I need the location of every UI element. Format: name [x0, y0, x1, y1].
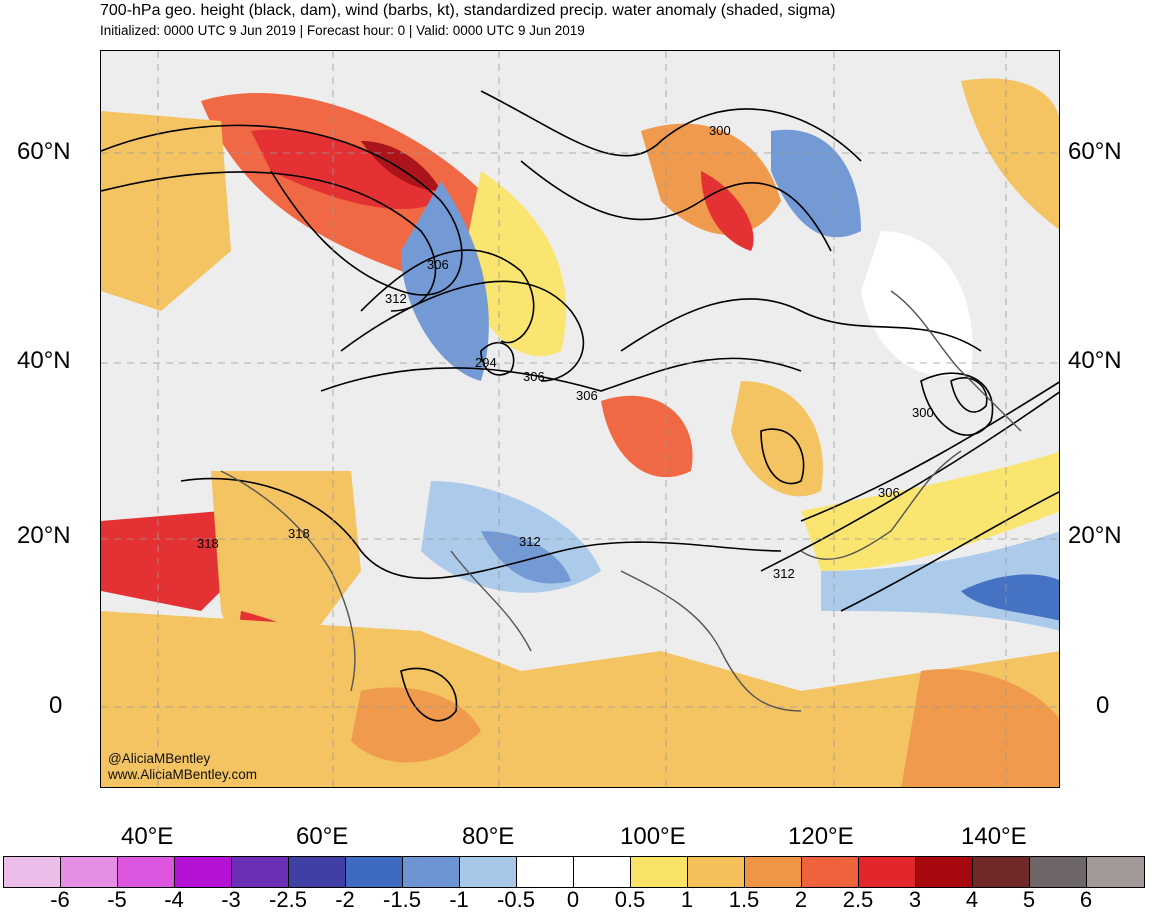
lat-label-60n-right: 60°N	[1068, 138, 1122, 165]
colorbar-label: 0.5	[614, 887, 646, 912]
contour-label: 300	[912, 405, 934, 420]
colorbar-label: 3	[908, 887, 922, 912]
colorbar-swatch	[916, 857, 973, 887]
colorbar-label: 6	[1079, 887, 1093, 912]
lat-label-eq-left: 0	[49, 692, 63, 719]
lat-label-eq-right: 0	[1096, 692, 1110, 719]
contour-label: 306	[878, 485, 900, 500]
colorbar-swatch	[4, 857, 61, 887]
lat-label-20n-right: 20°N	[1068, 522, 1122, 549]
colorbar-label: 0	[566, 887, 580, 912]
coastlines	[220, 290, 1022, 712]
contour-label: 306	[427, 257, 449, 272]
colorbar-label: 4	[965, 887, 979, 912]
colorbar-label: -2	[335, 887, 355, 912]
colorbar-label: -0.5	[497, 887, 535, 912]
contour-label: 318	[288, 526, 310, 541]
map-subtitle: Initialized: 0000 UTC 9 Jun 2019 | Forec…	[100, 23, 585, 38]
colorbar-swatch	[574, 857, 631, 887]
contour-label: 306	[576, 388, 598, 403]
anomaly-shading	[101, 51, 1059, 787]
colorbar-label: 2	[794, 887, 808, 912]
lat-label-40n-right: 40°N	[1068, 347, 1122, 374]
lat-label-60n-left: 60°N	[17, 138, 71, 165]
contour-label: 318	[197, 536, 219, 551]
colorbar-swatch	[346, 857, 403, 887]
colorbar-label: -1.5	[383, 887, 421, 912]
contour-label: 300	[709, 123, 731, 138]
colorbar-label: -3	[221, 887, 241, 912]
colorbar-label: -1	[449, 887, 469, 912]
colorbar	[3, 856, 1145, 888]
colorbar-label: 2.5	[842, 887, 874, 912]
map-panel: 300 306 312 294 306 306 300 306 318 318 …	[100, 50, 1060, 788]
colorbar-label: 5	[1022, 887, 1036, 912]
colorbar-swatch	[1087, 857, 1144, 887]
lon-label-40e: 40°E	[121, 823, 174, 850]
graticule	[101, 51, 1059, 787]
colorbar-swatch	[802, 857, 859, 887]
colorbar-label: -2.5	[269, 887, 307, 912]
contour-label: 294	[475, 355, 497, 370]
lon-label-80e: 80°E	[462, 823, 515, 850]
lon-label-140e: 140°E	[961, 823, 1027, 850]
height-contours	[101, 90, 1059, 722]
lon-label-120e: 120°E	[788, 823, 854, 850]
colorbar-swatch	[1030, 857, 1087, 887]
colorbar-swatch	[688, 857, 745, 887]
lon-label-60e: 60°E	[296, 823, 349, 850]
map-graphic: 300 306 312 294 306 306 300 306 318 318 …	[101, 51, 1059, 787]
credit-handle: @AliciaMBentley	[108, 751, 211, 766]
colorbar-swatch	[859, 857, 916, 887]
colorbar-label: 1	[680, 887, 694, 912]
colorbar-swatch	[175, 857, 232, 887]
colorbar-swatch	[973, 857, 1030, 887]
colorbar-swatch	[403, 857, 460, 887]
colorbar-swatch	[232, 857, 289, 887]
colorbar-swatch	[631, 857, 688, 887]
lat-label-40n-left: 40°N	[17, 347, 71, 374]
colorbar-swatch	[118, 857, 175, 887]
colorbar-label: -5	[107, 887, 127, 912]
colorbar-swatch	[745, 857, 802, 887]
colorbar-swatch	[517, 857, 574, 887]
credit-site: www.AliciaMBentley.com	[108, 767, 258, 782]
contour-label: 312	[519, 534, 541, 549]
colorbar-label: 1.5	[728, 887, 760, 912]
contour-label: 312	[385, 291, 407, 306]
colorbar-swatch	[61, 857, 118, 887]
lon-label-100e: 100°E	[620, 823, 686, 850]
map-title: 700-hPa geo. height (black, dam), wind (…	[100, 2, 836, 19]
lat-label-20n-left: 20°N	[17, 522, 71, 549]
colorbar-swatch	[460, 857, 517, 887]
contour-label: 306	[523, 369, 545, 384]
colorbar-label: -6	[50, 887, 70, 912]
contour-label: 312	[773, 566, 795, 581]
colorbar-label: -4	[164, 887, 184, 912]
colorbar-swatch	[289, 857, 346, 887]
